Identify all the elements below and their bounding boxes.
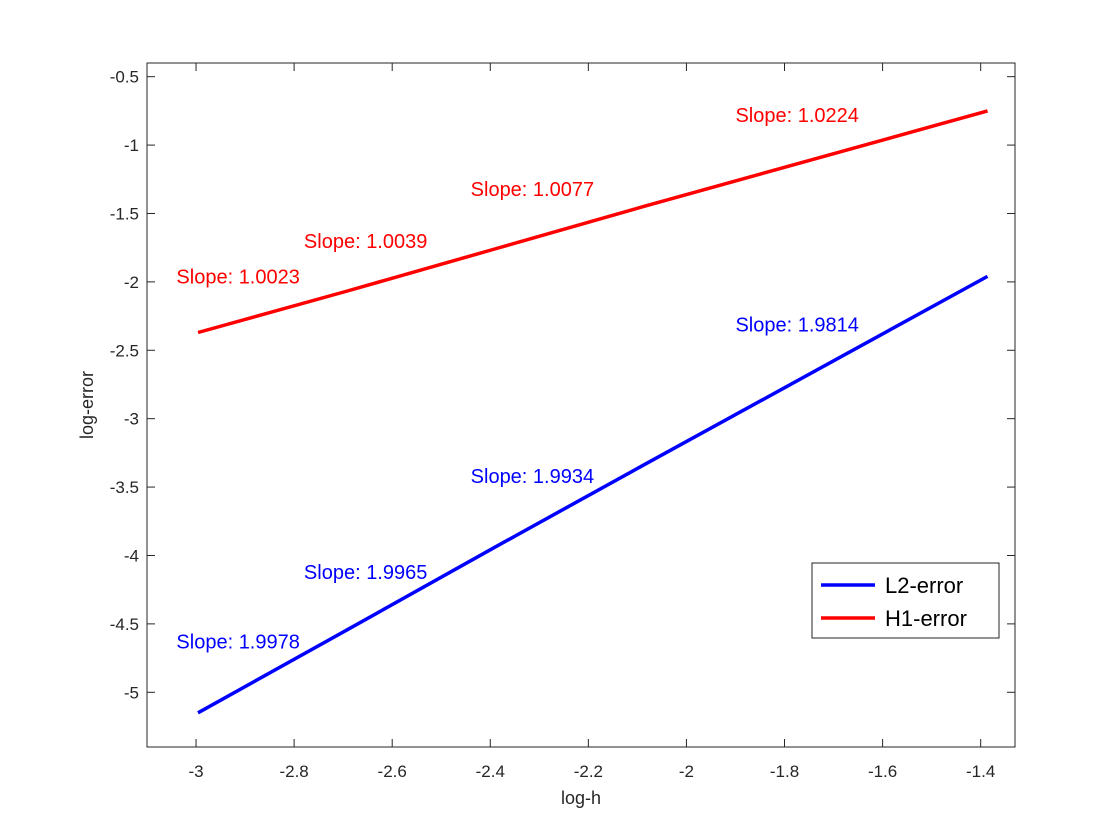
legend-label-l2-error: L2-error [885,573,963,598]
x-tick-label: -3 [188,762,203,781]
y-tick-label: -1 [124,136,139,155]
y-tick-label: -0.5 [110,68,139,87]
x-tick-label: -1.8 [770,762,799,781]
slope-annotation: Slope: 1.9934 [471,466,594,488]
y-tick-label: -2 [124,273,139,292]
legend: L2-error H1-error [811,562,1000,639]
slope-annotation: Slope: 1.9978 [176,632,299,654]
y-tick-label: -2.5 [110,341,139,360]
x-tick-label: -2.4 [476,762,505,781]
slope-annotation: Slope: 1.0077 [471,179,594,201]
x-tick-label: -2.2 [574,762,603,781]
legend-label-h1-error: H1-error [885,606,967,631]
slope-annotation: Slope: 1.9814 [735,314,858,336]
y-tick-label: -3 [124,410,139,429]
series-line-l2-error [197,274,989,715]
y-tick-label: -3.5 [110,478,139,497]
y-axis-ticks: -0.5 -1 -1.5 -2 -2.5 -3 -3.5 -4 -4.5 -5 [110,68,1015,702]
x-axis-ticks: -3 -2.8 -2.6 -2.4 -2.2 -2 -1.8 -1.6 -1.4 [188,63,995,781]
x-tick-label: -2.6 [378,762,407,781]
y-axis-label: log-error [77,371,97,439]
y-tick-label: -1.5 [110,204,139,223]
series-line-h1-error [197,109,988,335]
x-tick-label: -1.4 [966,762,995,781]
legend-box [811,562,1000,639]
y-tick-label: -5 [124,683,139,702]
x-tick-label: -2.8 [279,762,308,781]
y-tick-label: -4 [124,546,139,565]
slope-annotation: Slope: 1.9965 [304,562,427,584]
y-tick-label: -4.5 [110,615,139,634]
slope-annotation: Slope: 1.0039 [304,231,427,253]
series-layer [197,109,989,715]
x-tick-label: -1.6 [868,762,897,781]
slope-annotation: Slope: 1.0023 [176,266,299,288]
slope-annotation: Slope: 1.0224 [735,105,858,127]
x-tick-label: -2 [679,762,694,781]
x-axis-label: log-h [561,788,601,808]
